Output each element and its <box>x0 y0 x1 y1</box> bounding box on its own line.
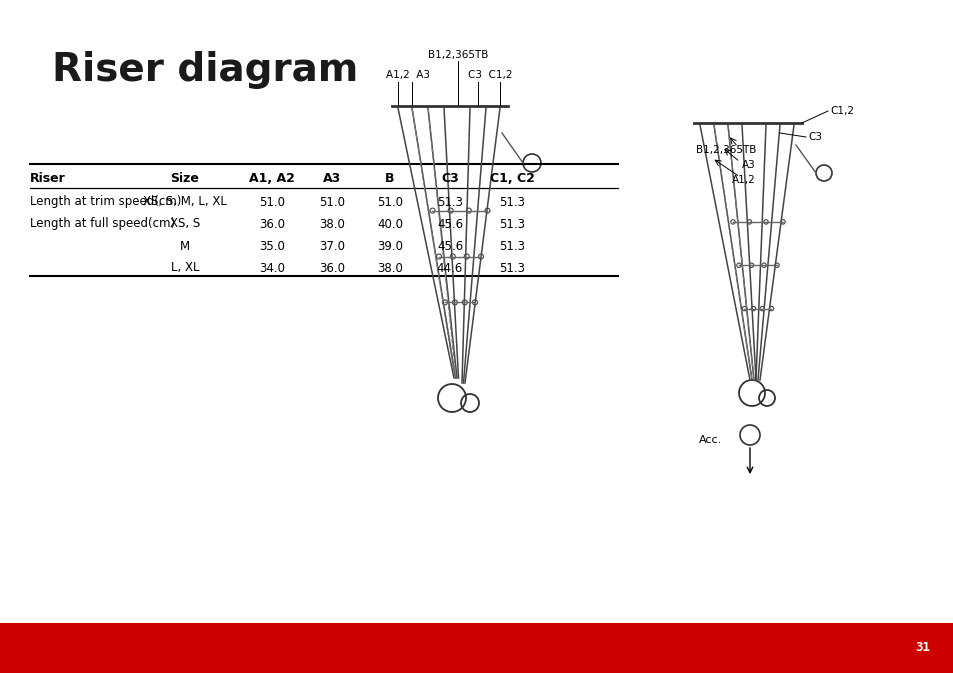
Circle shape <box>761 263 765 267</box>
Circle shape <box>746 219 751 224</box>
Text: 31: 31 <box>914 641 929 654</box>
Circle shape <box>780 219 784 224</box>
Circle shape <box>448 208 453 213</box>
Circle shape <box>478 254 483 259</box>
Text: C3: C3 <box>807 132 821 142</box>
Text: B: B <box>385 172 395 186</box>
Text: 38.0: 38.0 <box>318 217 345 230</box>
Circle shape <box>730 219 735 224</box>
Text: 51.3: 51.3 <box>498 240 524 252</box>
Text: 44.6: 44.6 <box>436 262 462 275</box>
Text: B1,2,365TB: B1,2,365TB <box>427 50 488 60</box>
Circle shape <box>442 300 447 305</box>
Circle shape <box>430 208 435 213</box>
Text: C3  C1,2: C3 C1,2 <box>467 70 512 80</box>
Text: C3: C3 <box>440 172 458 186</box>
Text: L, XL: L, XL <box>171 262 199 275</box>
Text: 51.3: 51.3 <box>436 195 462 209</box>
Circle shape <box>462 300 467 305</box>
Text: 51.0: 51.0 <box>376 195 402 209</box>
Text: B1,2,365TB: B1,2,365TB <box>695 145 755 155</box>
Text: M: M <box>180 240 190 252</box>
Text: 38.0: 38.0 <box>376 262 402 275</box>
Text: 40.0: 40.0 <box>376 217 402 230</box>
Text: Size: Size <box>171 172 199 186</box>
Text: 36.0: 36.0 <box>318 262 345 275</box>
Text: 51.0: 51.0 <box>318 195 345 209</box>
Text: 35.0: 35.0 <box>259 240 285 252</box>
Circle shape <box>774 263 779 267</box>
Circle shape <box>736 263 740 267</box>
Circle shape <box>472 300 477 305</box>
Text: C1, C2: C1, C2 <box>489 172 534 186</box>
Circle shape <box>763 219 767 224</box>
Circle shape <box>450 254 455 259</box>
Text: XS, S, M, L, XL: XS, S, M, L, XL <box>143 195 227 209</box>
Text: 45.6: 45.6 <box>436 217 462 230</box>
Text: 51.3: 51.3 <box>498 217 524 230</box>
Circle shape <box>748 263 753 267</box>
Text: XS, S: XS, S <box>170 217 200 230</box>
Text: Riser diagram: Riser diagram <box>52 51 358 89</box>
Text: 51.3: 51.3 <box>498 262 524 275</box>
Text: Riser: Riser <box>30 172 66 186</box>
Text: 51.0: 51.0 <box>258 195 285 209</box>
Text: Length at full speed(cm): Length at full speed(cm) <box>30 217 175 230</box>
Text: Acc.: Acc. <box>698 435 721 445</box>
Text: 37.0: 37.0 <box>318 240 345 252</box>
Circle shape <box>750 306 755 311</box>
Text: 39.0: 39.0 <box>376 240 402 252</box>
Circle shape <box>452 300 456 305</box>
Text: 45.6: 45.6 <box>436 240 462 252</box>
Text: C1,2: C1,2 <box>829 106 853 116</box>
Text: Length at trim speed(cm): Length at trim speed(cm) <box>30 195 181 209</box>
Text: 34.0: 34.0 <box>258 262 285 275</box>
Text: A3: A3 <box>741 160 755 170</box>
Bar <box>0 623 953 673</box>
Text: A1, A2: A1, A2 <box>249 172 294 186</box>
Text: 36.0: 36.0 <box>258 217 285 230</box>
Text: 51.3: 51.3 <box>498 195 524 209</box>
Circle shape <box>768 306 773 311</box>
Text: A1,2  A3: A1,2 A3 <box>386 70 430 80</box>
Text: A1,2: A1,2 <box>732 175 755 185</box>
Circle shape <box>484 208 490 213</box>
Circle shape <box>760 306 763 311</box>
Circle shape <box>741 306 746 311</box>
Circle shape <box>466 208 471 213</box>
Circle shape <box>464 254 469 259</box>
Text: A3: A3 <box>322 172 341 186</box>
Circle shape <box>436 254 441 259</box>
